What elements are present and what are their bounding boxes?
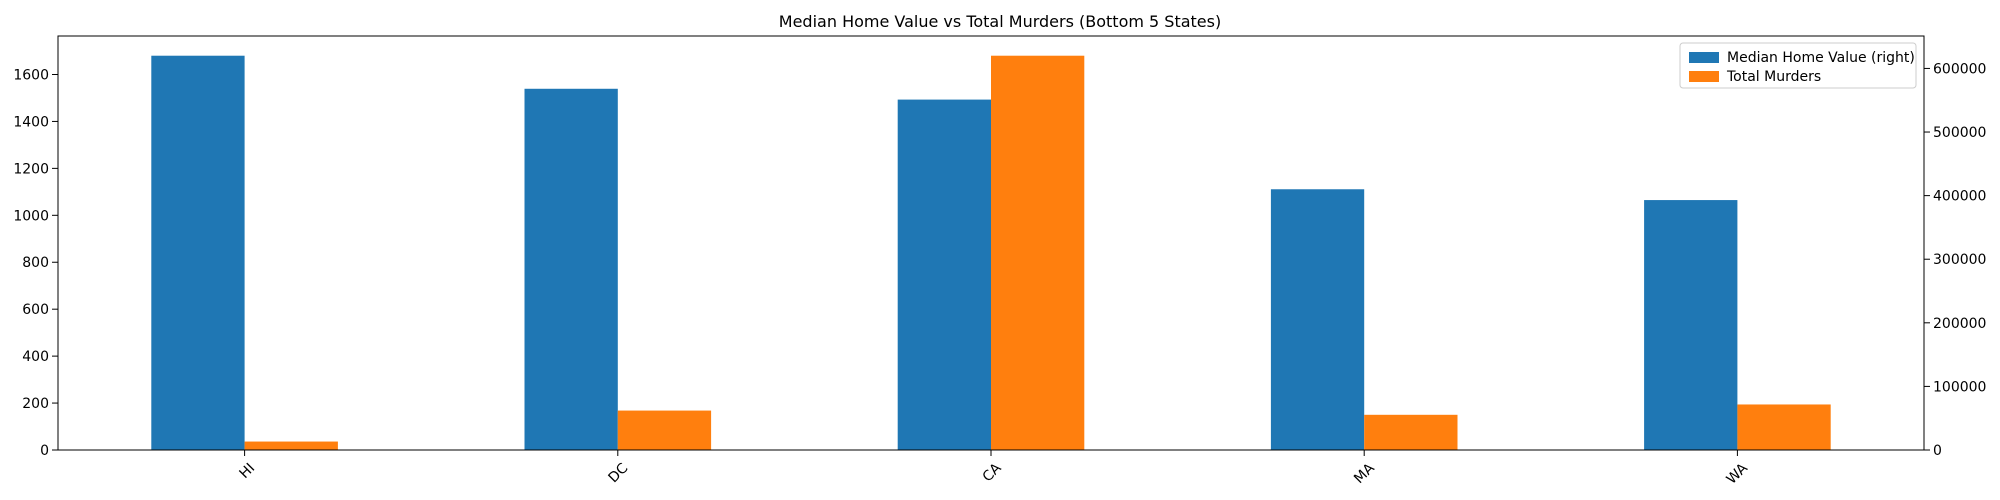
left-y-tick-label: 1600 [13,67,49,83]
bar-median-home-value-wa [1644,200,1738,450]
legend-swatch-0 [1689,52,1719,63]
bar-median-home-value-dc [524,88,618,450]
left-y-tick-label: 1400 [13,114,49,130]
right-y-tick-label: 0 [1933,443,1942,459]
right-y-axis: 0 100000 200000 300000 400000 500000 600000 [1924,61,1986,459]
x-tick-label-dc: DC [606,460,632,486]
bar-median-home-value-hi [151,55,245,451]
chart-title: Median Home Value vs Total Murders (Bott… [779,12,1221,31]
legend-swatch-1 [1689,71,1719,82]
right-y-tick-label: 300000 [1933,252,1986,268]
right-y-tick-label: 500000 [1933,125,1986,141]
right-y-tick-label: 600000 [1933,61,1986,77]
bar-total-murders-ma [1364,414,1458,450]
legend-box [1679,42,1917,89]
legend-label-1: Total Murders [1726,69,1821,85]
bar-total-murders-dc [617,410,712,450]
bars-layer [151,55,1831,451]
x-tick-label-ma: MA [1351,460,1378,487]
legend: Median Home Value (right) Total Murders [1679,42,1917,89]
x-tick-label-ca: CA [980,460,1005,485]
left-y-tick-label: 800 [22,255,49,271]
left-y-tick-label: 1000 [13,208,49,224]
left-y-tick-label: 200 [22,396,49,412]
bar-total-murders-wa [1737,404,1831,450]
bar-median-home-value-ma [1270,189,1365,450]
legend-label-0: Median Home Value (right) [1727,50,1915,66]
right-y-tick-label: 200000 [1933,316,1986,332]
left-y-axis: 0 200 400 600 800 1000 1200 1400 1600 [13,67,58,459]
right-y-tick-label: 400000 [1933,189,1986,205]
plot-frame [57,35,1925,451]
left-y-tick-label: 400 [22,349,49,365]
left-y-tick-label: 1200 [13,161,49,177]
bar-total-murders-hi [244,441,338,450]
left-y-tick-label: 0 [40,443,49,459]
bar-median-home-value-ca [897,99,991,450]
left-y-tick-label: 600 [22,302,49,318]
x-tick-label-hi: HI [237,460,259,482]
bar-total-murders-ca [991,55,1085,451]
right-y-tick-label: 100000 [1933,379,1986,395]
x-tick-label-wa: WA [1724,460,1752,488]
x-axis: HI DC CA MA WA [237,450,1752,488]
